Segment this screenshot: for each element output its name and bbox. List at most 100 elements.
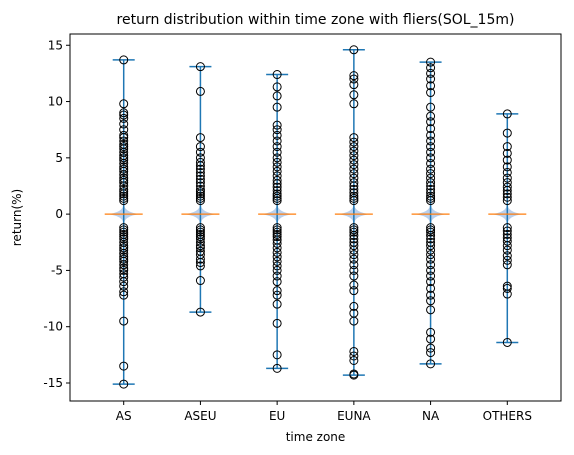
flier-point: [426, 348, 436, 358]
flier-point: [272, 125, 282, 135]
flier-point: [272, 350, 282, 360]
flier-point: [272, 82, 282, 92]
flier-point: [195, 157, 205, 167]
flier-point: [502, 162, 512, 172]
flier-point: [272, 142, 282, 152]
flier-point: [349, 196, 359, 206]
flier-point: [119, 191, 129, 201]
flier-point: [349, 74, 359, 84]
flier-point: [195, 189, 205, 199]
flier-point: [119, 265, 129, 275]
flier-point: [195, 174, 205, 184]
flier-point: [195, 232, 205, 242]
flier-point: [195, 86, 205, 96]
flier-point: [119, 245, 129, 255]
flier-point: [349, 178, 359, 188]
flier-point: [195, 254, 205, 264]
flier-point: [272, 363, 282, 373]
flier-point: [349, 191, 359, 201]
flier-point: [349, 155, 359, 165]
flier-point: [349, 225, 359, 235]
flier-point: [502, 128, 512, 138]
flier-point: [119, 281, 129, 291]
flier-point: [426, 102, 436, 112]
flier-point: [272, 130, 282, 140]
flier-point: [119, 225, 129, 235]
flier-point: [195, 191, 205, 201]
flier-point: [272, 252, 282, 262]
flier-point: [349, 99, 359, 109]
y-axis-label: return(%): [10, 189, 24, 246]
flier-point: [426, 136, 436, 146]
flier-point: [349, 265, 359, 275]
flier-point: [195, 171, 205, 181]
x-tick-label: OTHERS: [483, 409, 532, 423]
flier-point: [349, 181, 359, 191]
y-tick-label: -10: [43, 320, 63, 334]
flier-point: [349, 169, 359, 179]
flier-point: [426, 343, 436, 353]
flier-point: [349, 193, 359, 203]
flier-point: [272, 277, 282, 287]
flier-point: [195, 225, 205, 235]
flier-point: [426, 178, 436, 188]
x-tick-label: EU: [269, 409, 285, 423]
flier-point: [349, 301, 359, 311]
flier-point: [272, 157, 282, 167]
flier-point: [426, 227, 436, 237]
flier-point: [502, 173, 512, 183]
flier-point: [426, 271, 436, 281]
flier-point: [272, 265, 282, 275]
flier-point: [426, 88, 436, 98]
flier-point: [119, 130, 129, 140]
flier-point: [426, 225, 436, 235]
flier-point: [426, 191, 436, 201]
flier-point: [119, 108, 129, 118]
flier-point: [349, 137, 359, 147]
flier-point: [119, 287, 129, 297]
flier-point: [426, 181, 436, 191]
flier-point: [426, 63, 436, 73]
flier-point: [272, 153, 282, 163]
flier-point: [195, 184, 205, 194]
box-group-others: [488, 109, 527, 347]
flier-point: [119, 175, 129, 185]
flier-point: [502, 255, 512, 265]
flier-point: [426, 124, 436, 134]
flier-point: [426, 193, 436, 203]
flier-point: [119, 133, 129, 143]
flier-point: [426, 57, 436, 67]
flier-point: [272, 247, 282, 257]
chart-title: return distribution within time zone wit…: [117, 12, 515, 28]
flier-point: [195, 142, 205, 152]
flier-point: [195, 187, 205, 197]
flier-point: [195, 161, 205, 171]
flier-point: [426, 111, 436, 121]
flier-point: [195, 237, 205, 247]
flier-point: [426, 164, 436, 174]
flier-point: [349, 231, 359, 241]
flier-point: [119, 223, 129, 233]
flier-point: [119, 290, 129, 300]
flier-point: [502, 196, 512, 206]
flier-point: [426, 265, 436, 275]
flier-point: [426, 169, 436, 179]
flier-point: [119, 184, 129, 194]
flier-point: [426, 142, 436, 152]
box-group-aseu: [181, 62, 220, 317]
flier-point: [195, 241, 205, 251]
flier-point: [426, 153, 436, 163]
box-group-euna: [334, 45, 373, 380]
y-tick-label: 0: [55, 207, 63, 221]
flier-point: [426, 245, 436, 255]
flier-point: [195, 261, 205, 271]
flier-point: [119, 263, 129, 273]
flier-point: [272, 182, 282, 192]
flier-point: [426, 327, 436, 337]
flier-point: [272, 166, 282, 176]
y-tick-label: 5: [55, 151, 63, 165]
flier-point: [195, 243, 205, 253]
flier-point: [349, 90, 359, 100]
